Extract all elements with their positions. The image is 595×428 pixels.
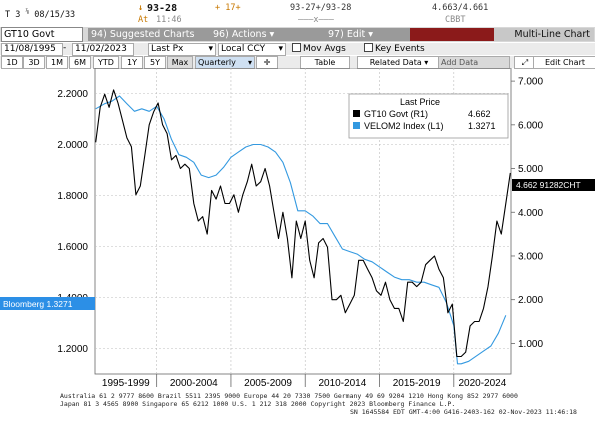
edit-chart-button[interactable]: Edit Chart	[533, 56, 595, 69]
left-tick-label: 2.2000	[57, 89, 88, 100]
period-6m-button[interactable]: 6M	[69, 56, 91, 69]
range-toolbar: 11/08/1995 - 11/02/2023 Last Px ▾ Local C…	[0, 43, 595, 56]
x-tick-label: 2015-2019	[393, 378, 441, 387]
actions-menu-button[interactable]: 96) Actions ▾	[210, 28, 325, 41]
ticker-dashes: ———x———	[298, 15, 334, 25]
frequency-select[interactable]: Quarterly ▾	[195, 56, 255, 69]
velom2-series-line	[95, 95, 507, 365]
left-tick-label: 1.2000	[57, 344, 88, 355]
period-1m-button[interactable]: 1M	[46, 56, 68, 69]
left-tick-label: 1.8000	[57, 191, 88, 202]
footer-line-2: Japan 81 3 4565 8900 Singapore 65 6212 1…	[60, 400, 456, 408]
right-last-value-tag: 4.662 91282CHT	[512, 179, 595, 191]
period-1d-button[interactable]: 1D	[1, 56, 23, 69]
footer-line-1: Australia 61 2 9777 8600 Brazil 5511 239…	[60, 392, 518, 400]
right-tag-text: 4.662 91282CHT	[516, 180, 581, 190]
gt10-series-line	[95, 89, 511, 358]
right-tick-label: 2.000	[518, 295, 543, 306]
suggested-charts-button[interactable]: 94) Suggested Charts	[88, 28, 211, 41]
table-button[interactable]: Table	[300, 56, 350, 69]
start-date-input[interactable]: 11/08/1995	[1, 43, 63, 56]
ticker-yields: 4.663/4.661	[432, 3, 489, 13]
date-separator: -	[63, 43, 67, 53]
ticker-down-arrow-icon: ↓	[138, 3, 144, 13]
legend-label-velom2: VELOM2 Index (L1)	[364, 121, 444, 131]
legend-title: Last Price	[400, 97, 440, 107]
legend-label-gt10: GT10 Govt (R1)	[364, 109, 428, 119]
end-date-input[interactable]: 11/02/2023	[72, 43, 134, 56]
resize-icon[interactable]: ⤢	[514, 56, 536, 69]
ticker-source: CBBT	[445, 15, 466, 25]
legend-value-velom2: 1.3271	[468, 121, 496, 131]
ticker-at-time: 11:46	[156, 15, 182, 25]
ticker-strip: T 3 ⅞ 08/15/33 ↓ 93-28 At 11:46 + 17+ 93…	[0, 0, 595, 27]
chart-legend: Last Price GT10 Govt (R1) 4.662 VELOM2 I…	[348, 93, 509, 139]
period-max-button[interactable]: Max	[167, 56, 193, 69]
right-tick-label: 3.000	[518, 251, 543, 262]
period-1y-button[interactable]: 1Y	[121, 56, 143, 69]
x-tick-label: 2005-2009	[244, 378, 292, 387]
main-toolbar: GT10 Govt 94) Suggested Charts 96) Actio…	[0, 27, 595, 42]
ticker-at-label: At	[138, 15, 149, 25]
mov-avgs-toggle[interactable]: Mov Avgs	[290, 43, 348, 54]
ticker-price: 93-28	[147, 3, 178, 14]
footer: Australia 61 2 9777 8600 Brazil 5511 239…	[0, 387, 595, 428]
toolbar-spacer	[410, 28, 494, 41]
edit-menu-button[interactable]: 97) Edit ▾	[325, 28, 413, 41]
add-data-input[interactable]: Add Data	[438, 56, 510, 69]
x-tick-label: 2010-2014	[318, 378, 366, 387]
left-tick-label: 1.6000	[57, 242, 88, 253]
left-tag-text: Bloomberg 1.3271	[3, 299, 73, 309]
left-tag-box	[0, 297, 95, 310]
right-tick-label: 7.000	[518, 77, 543, 88]
x-axis-ticks: 1995-1999 2000-2004 2005-2009 2010-2014 2015…	[102, 374, 507, 387]
crosshair-icon[interactable]: ✛	[256, 56, 278, 69]
period-5y-button[interactable]: 5Y	[144, 56, 166, 69]
ticker-security: T 3 ⅞ 08/15/33	[5, 8, 76, 20]
chevron-down-icon: ▾	[278, 44, 283, 54]
x-tick-label: 1995-1999	[102, 378, 150, 387]
x-tick-label: 2020-2024	[458, 378, 506, 387]
period-toolbar: 1D 3D 1M 6M YTD 1Y 5Y Max Quarterly ▾ ✛ T…	[0, 56, 595, 69]
security-input[interactable]: GT10 Govt	[1, 27, 83, 42]
multi-line-chart-title: Multi-Line Chart	[494, 28, 594, 41]
ticker-change: + 17+	[215, 3, 241, 13]
legend-swatch-gt10	[353, 110, 360, 117]
legend-box	[348, 93, 509, 139]
key-events-toggle[interactable]: Key Events	[362, 43, 427, 54]
right-axis-ticks: 7.000 6.000 5.000 4.000 3.000 2.000 1.000	[511, 77, 543, 350]
left-tick-label: 2.0000	[57, 140, 88, 151]
left-last-value-tag: Bloomberg 1.3271	[0, 297, 95, 310]
right-tick-label: 5.000	[518, 164, 543, 175]
chevron-down-icon: ▾	[208, 44, 213, 54]
field-select[interactable]: Last Px ▾	[148, 43, 216, 56]
plot-frame	[94, 68, 512, 375]
right-tick-label: 4.000	[518, 208, 543, 219]
footer-line-3: SN 1645584 EDT GMT-4:00 G416-2403-162 02…	[350, 408, 577, 416]
gt10-line-path	[95, 89, 511, 358]
legend-swatch-velom2	[353, 122, 360, 129]
chevron-down-icon: ▾	[247, 58, 252, 67]
checkbox-icon	[364, 43, 373, 52]
right-tick-label: 6.000	[518, 120, 543, 131]
right-tag-box	[512, 179, 595, 191]
period-3d-button[interactable]: 3D	[23, 56, 45, 69]
velom2-line-path	[95, 95, 507, 365]
currency-select[interactable]: Local CCY ▾	[218, 43, 286, 56]
period-ytd-button[interactable]: YTD	[93, 56, 119, 69]
ticker-bid-ask: 93-27+/93-28	[290, 3, 352, 13]
checkbox-icon	[292, 43, 301, 52]
x-tick-label: 2000-2004	[170, 378, 218, 387]
legend-value-gt10: 4.662	[468, 109, 491, 119]
right-tick-label: 1.000	[518, 339, 543, 350]
